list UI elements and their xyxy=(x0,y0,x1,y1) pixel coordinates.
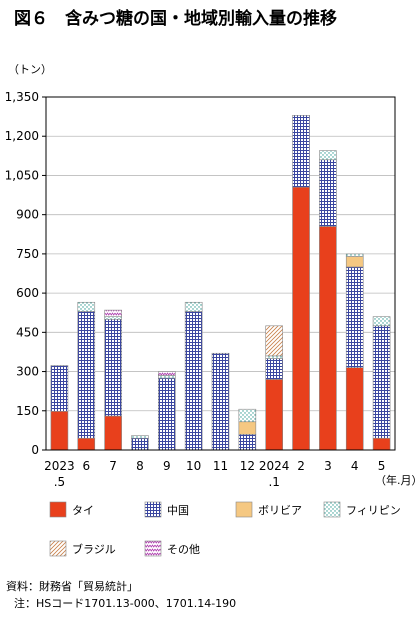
x-tick-label: 7 xyxy=(109,459,117,473)
bar-segment-china xyxy=(50,365,69,412)
y-tick-label: 450 xyxy=(16,325,39,339)
bar-segment-china xyxy=(158,377,176,451)
bar-segment-thailand xyxy=(319,226,337,451)
bar-segment-philippines xyxy=(131,435,149,439)
legend-swatch-china xyxy=(144,501,162,518)
x-tick-label: 4 xyxy=(351,459,359,473)
y-tick-label: 150 xyxy=(16,404,39,418)
source-note: 資料：財務省「貿易統計」 xyxy=(6,579,138,593)
bar-segment-china xyxy=(184,311,203,451)
y-tick-label: 600 xyxy=(16,286,39,300)
legend-swatch-philippines xyxy=(323,501,341,518)
x-tick-label: 11 xyxy=(213,459,228,473)
bar-segment-other xyxy=(158,371,176,376)
bar-segment-thailand xyxy=(265,379,283,451)
y-grid xyxy=(42,96,395,451)
x-tick-label: 12 xyxy=(240,459,255,473)
legend-swatch-bolivia xyxy=(235,501,253,518)
bar-segment-philippines xyxy=(265,355,283,359)
hs-code-note: 注：HSコード1701.13-000、1701.14-190 xyxy=(14,596,236,610)
bar-segment-china xyxy=(345,266,364,368)
bar-segment-philippines xyxy=(238,408,257,423)
legend-swatch-brazil xyxy=(49,540,67,557)
x-tick-sublabel: .1 xyxy=(268,475,279,489)
bar-segment-philippines xyxy=(104,316,122,320)
bar-segment-china xyxy=(104,318,122,417)
bar-segment-brazil xyxy=(265,325,283,357)
legend-label-thailand: タイ xyxy=(72,504,94,517)
bar-segment-bolivia xyxy=(238,421,257,435)
legend-label-philippines: フィリピン xyxy=(346,504,401,517)
x-tick-sublabel: .5 xyxy=(54,475,65,489)
y-tick-label: 750 xyxy=(16,247,39,261)
legend-label-other: その他 xyxy=(167,543,200,556)
y-tick-label: 1,050 xyxy=(5,168,39,182)
legend-swatch-other xyxy=(144,540,162,557)
legend-label-brazil: ブラジル xyxy=(72,542,116,556)
bar-segment-china xyxy=(211,352,230,451)
bar-segment-china xyxy=(238,434,257,451)
y-tick-label: 300 xyxy=(16,365,39,379)
bar-segment-philippines xyxy=(158,375,176,379)
bar-segment-thailand xyxy=(50,411,69,451)
bar-segment-thailand xyxy=(345,367,364,451)
plot-frame xyxy=(45,96,396,451)
x-tick-label: 6 xyxy=(82,459,90,473)
bar-segment-china xyxy=(131,437,149,451)
bar-segment-philippines xyxy=(345,253,364,257)
x-tick-label: 5 xyxy=(378,459,386,473)
x-tick-label: 3 xyxy=(324,459,332,473)
x-tick-label: 2023 xyxy=(44,459,75,473)
x-tick-label: 10 xyxy=(186,459,201,473)
bar-segment-philippines xyxy=(77,301,96,312)
bar-segment-thailand xyxy=(372,437,391,451)
x-tick-label: 9 xyxy=(163,459,171,473)
y-axis-unit: （トン） xyxy=(8,63,52,76)
x-tick-labels: 2023 .5 6 7 8 9 10 11 12 2024 .1 2 3 4 5 xyxy=(44,459,385,489)
bar-segment-china xyxy=(292,115,310,188)
bar-segment-philippines xyxy=(184,301,203,312)
legend-label-china: 中国 xyxy=(167,504,189,517)
y-tick-label: 1,350 xyxy=(5,90,39,104)
bars xyxy=(50,115,391,451)
x-tick-label: 2 xyxy=(297,459,305,473)
legend-label-bolivia: ボリビア xyxy=(258,504,302,517)
bar-segment-china xyxy=(319,159,337,227)
y-tick-labels: 0 150 300 450 600 750 900 1,050 1,200 1,350 xyxy=(5,90,39,457)
bar-segment-thailand xyxy=(292,186,310,451)
bar-segment-china xyxy=(77,311,96,439)
y-tick-label: 0 xyxy=(31,443,39,457)
x-tick-label: 2024 xyxy=(259,459,290,473)
bar-segment-philippines xyxy=(319,150,337,161)
x-tick-label: 8 xyxy=(136,459,144,473)
bar-segment-bolivia xyxy=(345,256,364,268)
x-axis-unit: （年.月） xyxy=(375,473,420,487)
bar-segment-china xyxy=(265,358,283,380)
chart-title: 図６ 含みつ糖の国・地域別輸入量の推移 xyxy=(14,8,337,29)
bar-segment-other xyxy=(104,309,122,317)
bar-segment-thailand xyxy=(104,415,122,451)
y-tick-label: 1,200 xyxy=(5,129,39,143)
bar-segment-china xyxy=(372,325,391,439)
y-tick-label: 900 xyxy=(16,208,39,222)
legend-swatch-thailand xyxy=(49,501,67,518)
bar-segment-thailand xyxy=(77,437,96,451)
bar-segment-philippines xyxy=(372,316,391,327)
